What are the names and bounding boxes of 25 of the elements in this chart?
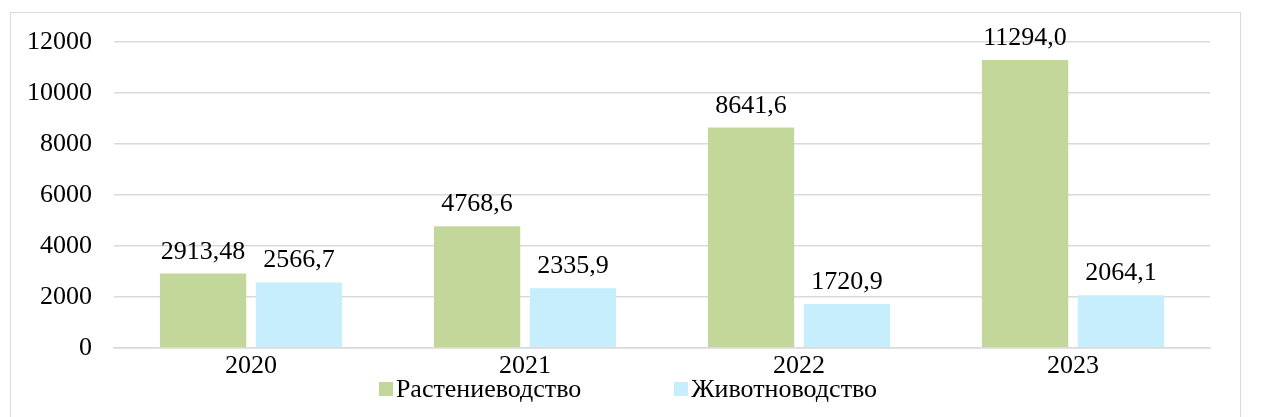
- y-tick-label: 6000: [40, 178, 92, 208]
- x-tick-label: 2020: [225, 350, 277, 380]
- data-label: 8641,6: [715, 89, 787, 119]
- bar: [255, 282, 343, 348]
- y-tick-label: 10000: [27, 76, 92, 106]
- x-tick-label: 2023: [1047, 350, 1099, 380]
- data-label: 2064,1: [1085, 257, 1157, 287]
- bar: [529, 288, 617, 348]
- y-tick-label: 8000: [40, 127, 92, 157]
- bar: [981, 59, 1069, 348]
- bar: [803, 303, 891, 348]
- bar: [1077, 295, 1165, 348]
- y-tick-label: 2000: [40, 280, 92, 310]
- data-label: 2335,9: [537, 250, 609, 280]
- bar: [159, 273, 247, 348]
- data-label: 11294,0: [983, 21, 1067, 51]
- data-label: 4768,6: [441, 188, 513, 218]
- y-tick-label: 4000: [40, 229, 92, 259]
- y-tick-label: 12000: [27, 25, 92, 55]
- y-tick-label: 0: [79, 331, 92, 361]
- bar: [433, 226, 521, 348]
- bar: [707, 127, 795, 348]
- data-label: 1720,9: [811, 265, 883, 295]
- data-label: 2566,7: [263, 244, 335, 274]
- data-label: 2913,48: [160, 235, 246, 265]
